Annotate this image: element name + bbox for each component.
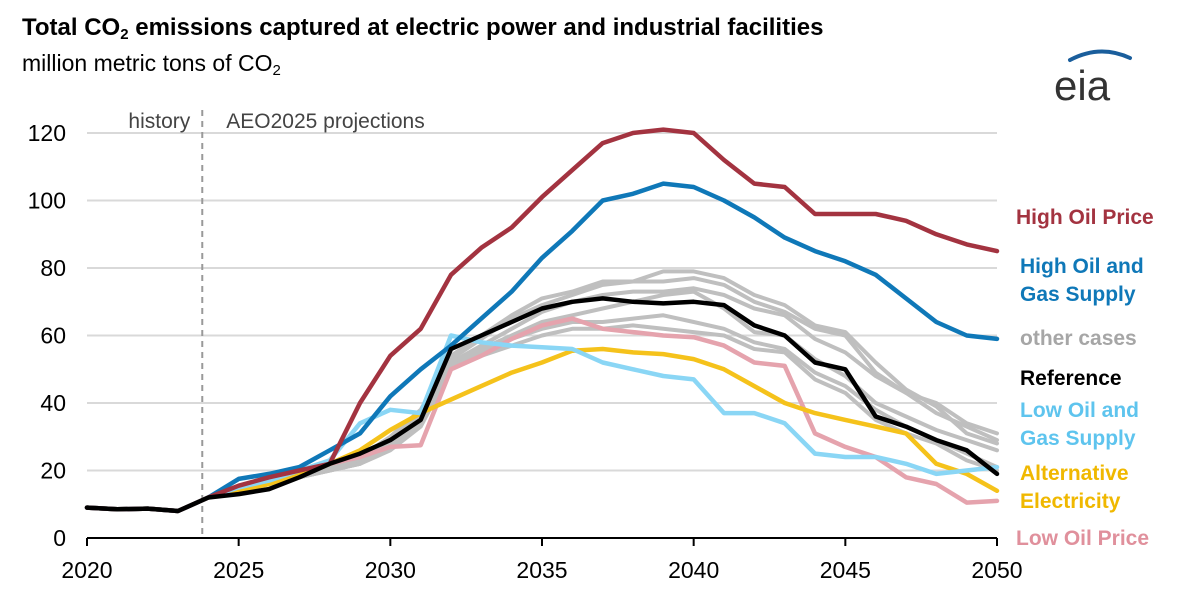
- label-alternative-electricity: Alternative Electricity: [1020, 462, 1129, 513]
- y-tick-label: 0: [53, 525, 66, 551]
- label-high-oil-gas-supply: High Oil and Gas Supply: [1020, 255, 1144, 306]
- chart-subtitle: million metric tons of CO2: [22, 50, 281, 79]
- y-tick-label: 80: [40, 255, 66, 281]
- label-reference: Reference: [1020, 367, 1122, 390]
- x-tick-label: 2050: [971, 557, 1022, 583]
- grid-lines: [87, 132, 997, 472]
- y-tick-label: 20: [40, 458, 66, 484]
- label-low-oil-price: Low Oil Price: [1016, 527, 1150, 550]
- x-tick-label: 2030: [365, 557, 416, 583]
- y-tick-label: 60: [40, 323, 66, 349]
- history-label: history: [128, 110, 190, 133]
- series-line-alternative-electricity: [84, 346, 1000, 514]
- y-tick-label: 100: [28, 188, 66, 214]
- x-tick-label: 2025: [213, 557, 264, 583]
- x-tick-label: 2040: [668, 557, 719, 583]
- x-tick-labels: 2020 2025 2030 2035 2040 2045 2050: [61, 538, 1023, 583]
- svg-text:eia: eia: [1054, 62, 1111, 108]
- label-other-cases: other cases: [1020, 327, 1137, 350]
- series-line-high-oil-and-gas-supply: [84, 181, 1000, 514]
- y-tick-label: 120: [28, 120, 66, 146]
- y-tick-label: 40: [40, 390, 66, 416]
- main-series-lines: [84, 127, 1000, 514]
- y-tick-labels: 0 20 40 60 80 100 120: [28, 120, 66, 551]
- x-tick-label: 2035: [516, 557, 567, 583]
- label-high-oil-price: High Oil Price: [1016, 206, 1154, 229]
- chart-title: Total CO2 emissions captured at electric…: [22, 14, 824, 43]
- series-line-high-oil-price: [84, 127, 1000, 514]
- label-low-oil-gas-supply: Low Oil and Gas Supply: [1020, 399, 1139, 450]
- eia-logo: eia: [1054, 49, 1132, 108]
- x-tick-label: 2020: [61, 557, 112, 583]
- projection-label: AEO2025 projections: [226, 110, 424, 133]
- x-tick-label: 2045: [820, 557, 871, 583]
- series-line-reference: [84, 296, 1000, 514]
